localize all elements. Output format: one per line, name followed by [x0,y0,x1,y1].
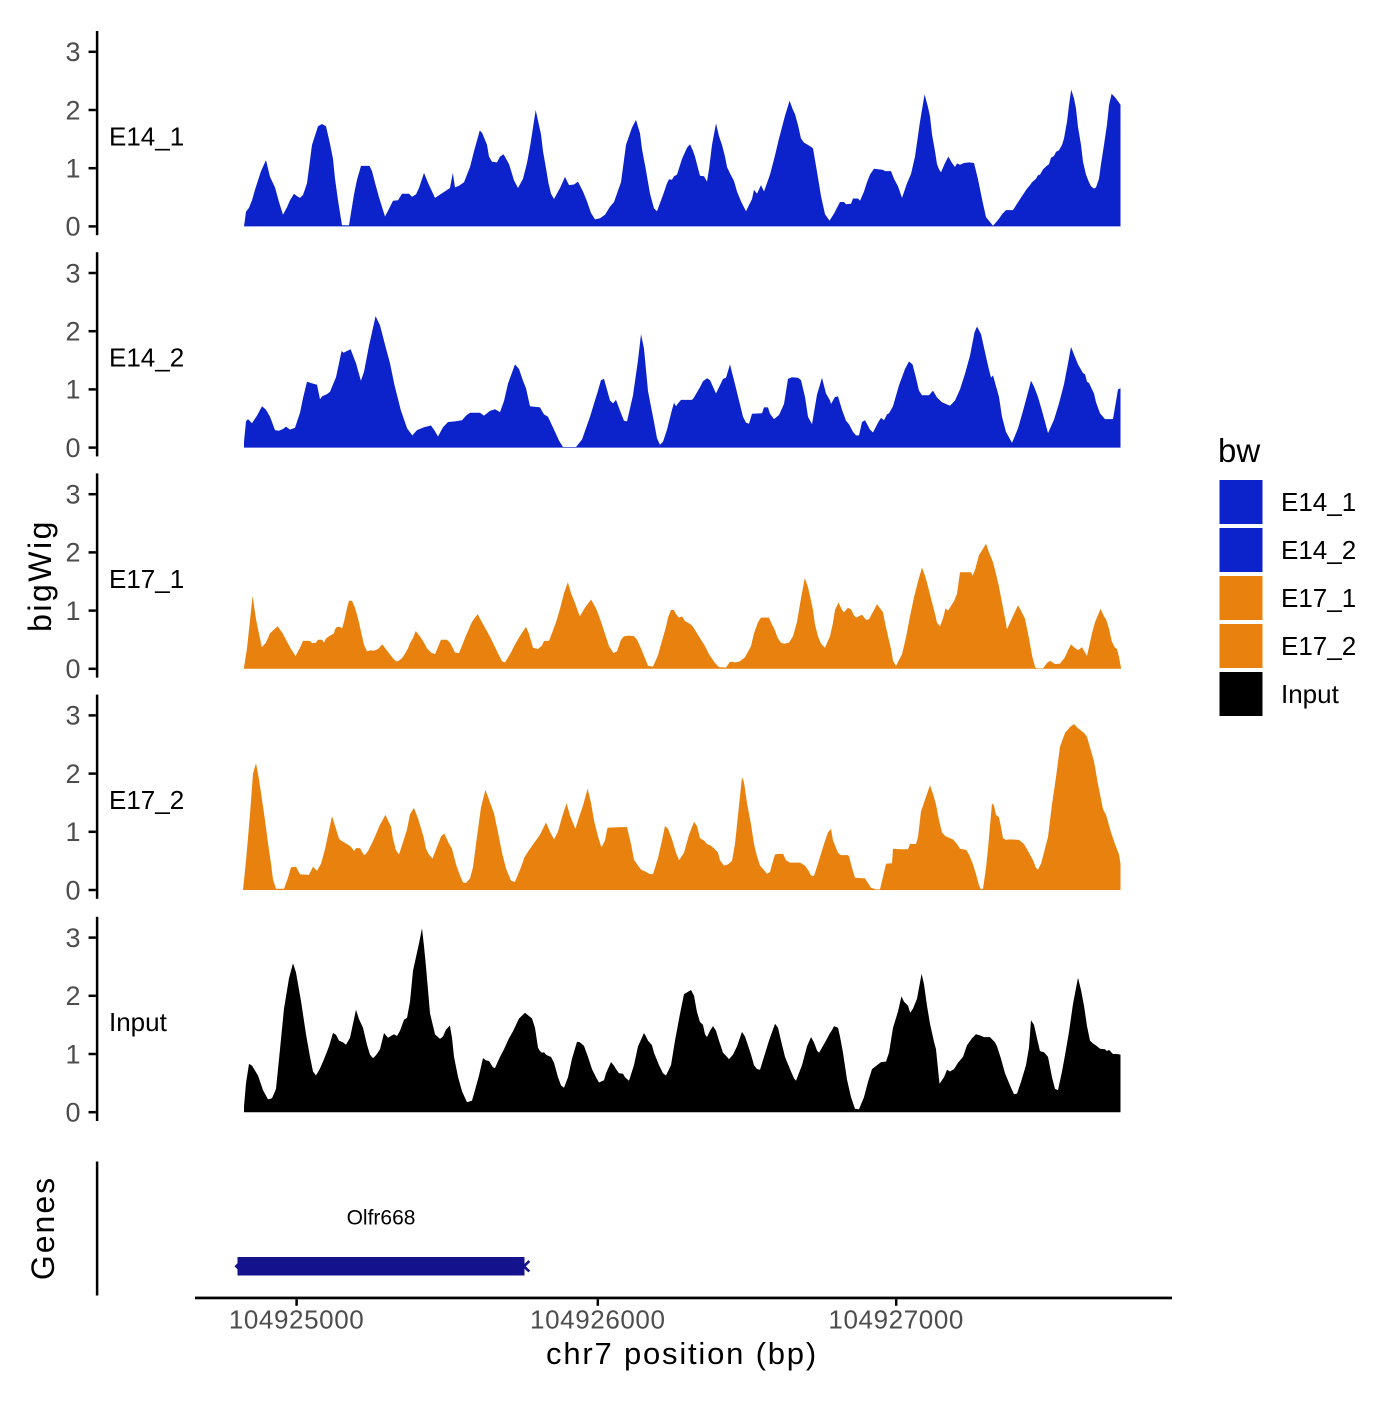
svg-text:3: 3 [65,480,80,510]
svg-text:0: 0 [65,1098,80,1128]
svg-text:E17_1: E17_1 [109,564,184,594]
svg-text:1: 1 [65,154,80,184]
svg-text:bigWig: bigWig [22,519,58,632]
svg-text:1: 1 [65,1039,80,1069]
svg-text:chr7 position (bp): chr7 position (bp) [546,1336,818,1371]
svg-text:Input: Input [109,1007,168,1037]
svg-text:3: 3 [65,37,80,67]
svg-text:E14_1: E14_1 [1281,487,1356,517]
svg-text:Input: Input [1281,679,1340,709]
svg-text:E14_1: E14_1 [109,121,184,151]
svg-text:104927000: 104927000 [828,1305,964,1335]
svg-text:Olfr668: Olfr668 [347,1207,416,1230]
svg-text:0: 0 [65,212,80,242]
svg-text:E14_2: E14_2 [1281,535,1356,565]
svg-text:E17_2: E17_2 [109,785,184,815]
svg-text:1: 1 [65,596,80,626]
svg-text:2: 2 [65,538,80,568]
svg-text:0: 0 [65,433,80,463]
svg-text:3: 3 [65,701,80,731]
svg-text:E14_2: E14_2 [109,343,184,373]
svg-text:2: 2 [65,981,80,1011]
svg-text:2: 2 [65,317,80,347]
svg-text:104926000: 104926000 [530,1305,666,1335]
svg-text:E17_1: E17_1 [1281,583,1356,613]
svg-text:1: 1 [65,375,80,405]
svg-text:104925000: 104925000 [229,1305,365,1335]
svg-text:E17_2: E17_2 [1281,631,1356,661]
svg-text:Genes: Genes [25,1176,61,1280]
svg-text:0: 0 [65,654,80,684]
svg-text:3: 3 [65,258,80,288]
svg-text:2: 2 [65,759,80,789]
svg-text:2: 2 [65,95,80,125]
svg-text:1: 1 [65,817,80,847]
svg-text:bw: bw [1218,432,1260,469]
svg-text:3: 3 [65,923,80,953]
svg-text:0: 0 [65,875,80,905]
